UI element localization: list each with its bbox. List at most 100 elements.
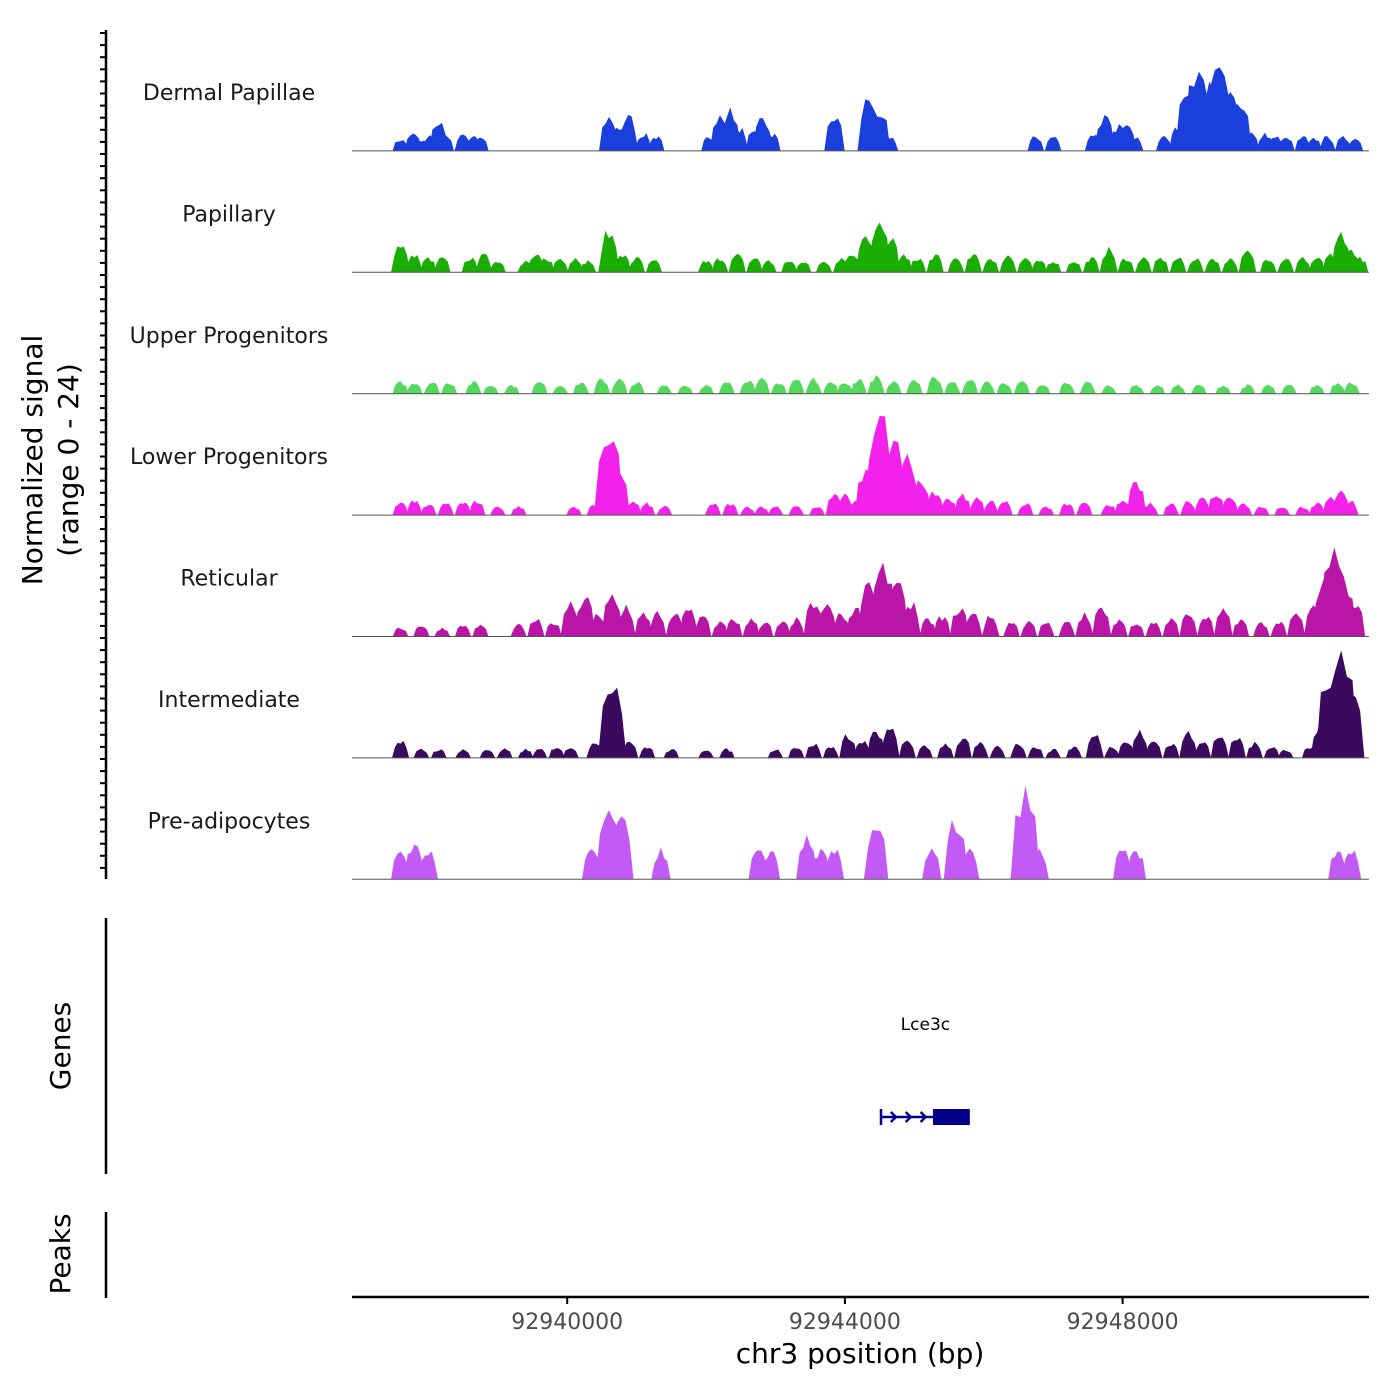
signal-peak-intermediate bbox=[937, 743, 954, 758]
signal-peak-papillary bbox=[698, 260, 715, 273]
x-axis-title: chr3 position (bp) bbox=[736, 1337, 985, 1370]
signal-peak-reticular bbox=[1037, 622, 1055, 637]
signal-peak-upper-progenitors bbox=[593, 379, 611, 394]
signal-peak-pre-adipocytes bbox=[1342, 850, 1362, 880]
signal-peak-dermal-papillae bbox=[618, 114, 639, 151]
signal-peak-reticular bbox=[693, 616, 712, 637]
signal-peak-reticular bbox=[1270, 621, 1288, 637]
signal-peak-reticular bbox=[885, 582, 909, 637]
track-label-dermal-papillae: Dermal Papillae bbox=[143, 81, 315, 106]
signal-peak-lower-progenitors bbox=[392, 502, 409, 516]
signal-peak-reticular bbox=[472, 624, 489, 637]
signal-peak-upper-progenitors bbox=[1059, 382, 1076, 394]
signal-peak-intermediate bbox=[698, 750, 714, 758]
signal-peak-upper-progenitors bbox=[739, 380, 756, 394]
signal-peak-intermediate bbox=[839, 734, 858, 758]
signal-peak-upper-progenitors bbox=[1191, 385, 1207, 394]
signal-peak-lower-progenitors bbox=[1253, 506, 1270, 516]
signal-peak-lower-progenitors bbox=[926, 491, 945, 516]
gene-strand-arrow bbox=[919, 1111, 928, 1123]
signal-peak-pre-adipocytes bbox=[404, 844, 425, 880]
signal-peak-upper-progenitors bbox=[483, 385, 499, 394]
signal-peak-pre-adipocytes bbox=[418, 851, 438, 880]
signal-peak-upper-progenitors bbox=[996, 383, 1013, 394]
signal-peak-pre-adipocytes bbox=[1328, 851, 1348, 880]
signal-peak-upper-progenitors bbox=[961, 379, 979, 394]
signal-peak-reticular bbox=[900, 602, 921, 637]
y-axis-title-line2: (range 0 - 24) bbox=[52, 363, 85, 557]
signal-peak-papillary bbox=[746, 258, 763, 273]
signal-peak-lower-progenitors bbox=[639, 502, 656, 516]
signal-peak-reticular bbox=[1232, 619, 1250, 637]
signal-peak-pre-adipocytes bbox=[796, 834, 818, 880]
signal-peak-reticular bbox=[1345, 606, 1366, 637]
track-label-pre-adipocytes: Pre-adipocytes bbox=[148, 809, 311, 834]
y-axis-ticks bbox=[100, 32, 106, 869]
signal-peak-pre-adipocytes bbox=[1010, 785, 1041, 880]
signal-peak-papillary bbox=[909, 258, 927, 273]
signal-peak-papillary bbox=[1152, 257, 1169, 273]
signal-peak-intermediate bbox=[853, 741, 871, 758]
signal-peak-reticular bbox=[616, 604, 636, 637]
signal-peak-papillary bbox=[1277, 259, 1294, 273]
signal-peak-intermediate bbox=[1263, 747, 1280, 758]
signal-peak-upper-progenitors bbox=[1013, 381, 1030, 394]
signal-peak-lower-progenitors bbox=[753, 506, 770, 516]
signal-peak-intermediate bbox=[880, 728, 900, 758]
signal-peak-papillary bbox=[1294, 256, 1312, 273]
signal-peak-lower-progenitors bbox=[468, 500, 486, 516]
signal-peak-lower-progenitors bbox=[1059, 503, 1076, 516]
signal-peak-lower-progenitors bbox=[1163, 503, 1180, 516]
signal-peak-intermediate bbox=[496, 748, 513, 758]
signal-peak-papillary bbox=[645, 260, 662, 273]
signal-peak-upper-progenitors bbox=[979, 381, 996, 394]
signal-peak-upper-progenitors bbox=[1034, 385, 1051, 394]
signal-peak-upper-progenitors bbox=[1329, 383, 1346, 394]
signal-peak-intermediate bbox=[866, 731, 886, 758]
signal-peak-intermediate bbox=[916, 745, 933, 758]
signal-peak-papillary bbox=[1099, 246, 1118, 273]
signal-peak-upper-progenitors bbox=[503, 385, 520, 394]
signal-peak-lower-progenitors bbox=[1342, 500, 1359, 516]
signal-peak-lower-progenitors bbox=[1236, 503, 1253, 516]
signal-peak-pre-adipocytes bbox=[960, 848, 980, 880]
signal-peak-intermediate bbox=[823, 747, 839, 758]
signal-peak-papillary bbox=[947, 258, 965, 273]
signal-peak-upper-progenitors bbox=[677, 385, 693, 394]
signal-peak-reticular bbox=[919, 618, 937, 637]
signal-peak-upper-progenitors bbox=[788, 380, 805, 394]
signal-peak-papillary bbox=[982, 259, 999, 273]
signal-peak-papillary bbox=[1260, 259, 1277, 273]
signal-peak-upper-progenitors bbox=[465, 381, 482, 394]
signal-peak-upper-progenitors bbox=[1239, 384, 1256, 394]
signal-peak-papillary bbox=[567, 258, 584, 273]
signal-peak-intermediate bbox=[719, 748, 735, 758]
signal-peak-upper-progenitors bbox=[698, 384, 714, 394]
signal-peak-dermal-papillae bbox=[1044, 137, 1062, 151]
signal-peak-intermediate bbox=[989, 745, 1006, 758]
signal-peak-lower-progenitors bbox=[510, 506, 527, 516]
signal-peak-intermediate bbox=[1193, 742, 1211, 758]
signal-peak-lower-progenitors bbox=[1076, 502, 1093, 516]
signal-peak-papillary bbox=[1204, 258, 1222, 273]
signal-peak-papillary bbox=[1187, 258, 1204, 273]
signal-peak-upper-progenitors bbox=[656, 385, 673, 394]
signal-peak-reticular bbox=[434, 627, 450, 637]
signal-peak-papillary bbox=[843, 255, 861, 273]
signal-peak-reticular bbox=[803, 602, 824, 637]
signal-peak-papillary bbox=[598, 230, 620, 273]
signal-peak-intermediate bbox=[1117, 742, 1135, 758]
x-axis-ticks: 92940000 92944000 92948000 bbox=[511, 1297, 1179, 1335]
signal-peak-intermediate bbox=[1010, 743, 1027, 758]
signal-peak-upper-progenitors bbox=[1170, 384, 1186, 394]
signal-peak-intermediate bbox=[971, 741, 989, 758]
signal-peak-intermediate bbox=[767, 749, 784, 758]
signal-peak-intermediate bbox=[562, 748, 579, 758]
signal-peak-papillary bbox=[879, 238, 901, 273]
signal-peak-intermediate bbox=[1228, 738, 1246, 758]
signal-peak-upper-progenitors bbox=[944, 382, 961, 394]
signal-peak-upper-progenitors bbox=[628, 382, 645, 394]
signal-peak-lower-progenitors bbox=[767, 506, 784, 516]
signal-peak-reticular bbox=[711, 621, 729, 637]
signal-peak-dermal-papillae bbox=[763, 133, 781, 151]
